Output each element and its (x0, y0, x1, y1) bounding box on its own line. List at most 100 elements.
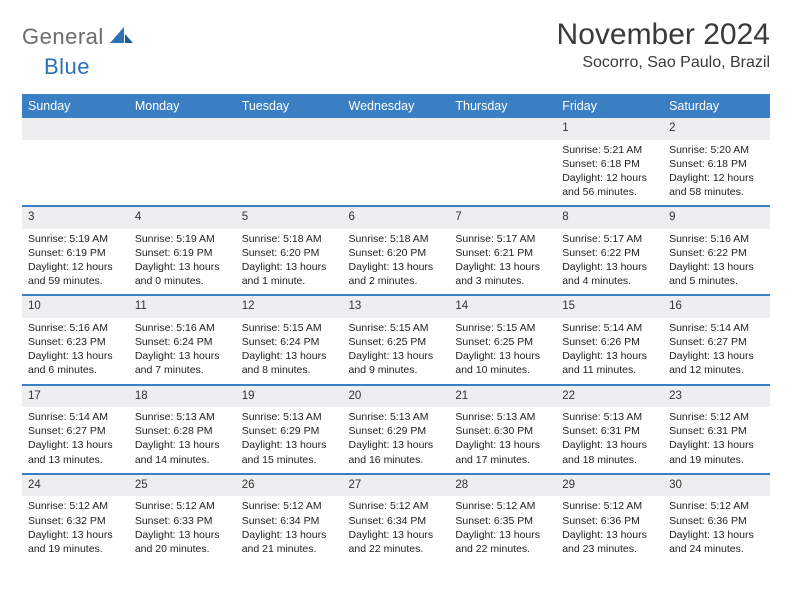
sunrise-line: Sunrise: 5:19 AM (135, 232, 230, 246)
sunset-line: Sunset: 6:19 PM (135, 246, 230, 260)
week-4-daynum-row: 24252627282930 (22, 474, 770, 497)
sunset-line: Sunset: 6:25 PM (455, 335, 550, 349)
day-number: 16 (669, 300, 682, 312)
day-content-cell: Sunrise: 5:12 AMSunset: 6:32 PMDaylight:… (22, 496, 129, 562)
location: Socorro, Sao Paulo, Brazil (557, 54, 770, 72)
daylight-line2: and 3 minutes. (455, 274, 550, 288)
day-num-cell: 1 (556, 118, 663, 140)
daylight-line1: Daylight: 13 hours (562, 528, 657, 542)
day-num-cell: 24 (22, 474, 129, 497)
sunrise-line: Sunrise: 5:12 AM (28, 499, 123, 513)
daylight-line1: Daylight: 13 hours (242, 528, 337, 542)
daylight-line1: Daylight: 13 hours (135, 260, 230, 274)
day-num-cell: 17 (22, 385, 129, 408)
daylight-line2: and 17 minutes. (455, 453, 550, 467)
day-content-cell: Sunrise: 5:13 AMSunset: 6:30 PMDaylight:… (449, 407, 556, 474)
day-content-cell (129, 140, 236, 207)
day-num-cell: 18 (129, 385, 236, 408)
day-num-cell: 23 (663, 385, 770, 408)
sunset-line: Sunset: 6:30 PM (455, 424, 550, 438)
day-num-cell: 14 (449, 295, 556, 318)
day-number: 13 (349, 300, 362, 312)
day-number: 20 (349, 390, 362, 402)
day-content-cell: Sunrise: 5:19 AMSunset: 6:19 PMDaylight:… (22, 229, 129, 296)
day-number: 21 (455, 390, 468, 402)
day-number: 30 (669, 479, 682, 491)
sunset-line: Sunset: 6:27 PM (28, 424, 123, 438)
logo-word2: Blue (22, 54, 90, 80)
daylight-line2: and 23 minutes. (562, 542, 657, 556)
sunrise-line: Sunrise: 5:13 AM (349, 410, 444, 424)
sunrise-line: Sunrise: 5:12 AM (669, 499, 764, 513)
week-3-daynum-row: 17 1819 20 21 22 23 (22, 385, 770, 408)
day-number: 26 (242, 479, 255, 491)
day-content-cell: Sunrise: 5:20 AMSunset: 6:18 PMDaylight:… (663, 140, 770, 207)
day-number: 8 (562, 211, 568, 223)
day-content-cell: Sunrise: 5:12 AMSunset: 6:35 PMDaylight:… (449, 496, 556, 562)
day-content-cell (449, 140, 556, 207)
daylight-line2: and 2 minutes. (349, 274, 444, 288)
daylight-line2: and 6 minutes. (28, 363, 123, 377)
day-number: 12 (242, 300, 255, 312)
logo: General (22, 18, 136, 50)
day-num-cell: 30 (663, 474, 770, 497)
sunset-line: Sunset: 6:18 PM (669, 157, 764, 171)
day-content-cell: Sunrise: 5:15 AMSunset: 6:25 PMDaylight:… (449, 318, 556, 385)
daylight-line1: Daylight: 13 hours (562, 349, 657, 363)
day-number: 7 (455, 211, 461, 223)
sunset-line: Sunset: 6:18 PM (562, 157, 657, 171)
logo-sail-icon (108, 25, 134, 50)
daylight-line1: Daylight: 13 hours (669, 528, 764, 542)
daylight-line1: Daylight: 13 hours (455, 260, 550, 274)
daylight-line1: Daylight: 13 hours (669, 260, 764, 274)
daylight-line2: and 13 minutes. (28, 453, 123, 467)
sunset-line: Sunset: 6:26 PM (562, 335, 657, 349)
day-content-cell: Sunrise: 5:13 AMSunset: 6:31 PMDaylight:… (556, 407, 663, 474)
day-number: 6 (349, 211, 355, 223)
sunset-line: Sunset: 6:36 PM (669, 514, 764, 528)
day-num-cell: 19 (236, 385, 343, 408)
sunset-line: Sunset: 6:31 PM (562, 424, 657, 438)
daylight-line2: and 10 minutes. (455, 363, 550, 377)
day-content-cell: Sunrise: 5:18 AMSunset: 6:20 PMDaylight:… (236, 229, 343, 296)
daylight-line2: and 58 minutes. (669, 185, 764, 199)
day-num-cell (129, 118, 236, 140)
sunset-line: Sunset: 6:29 PM (349, 424, 444, 438)
week-1-content-row: Sunrise: 5:19 AMSunset: 6:19 PMDaylight:… (22, 229, 770, 296)
day-content-cell: Sunrise: 5:12 AMSunset: 6:34 PMDaylight:… (236, 496, 343, 562)
day-num-cell: 25 (129, 474, 236, 497)
day-num-cell: 7 (449, 206, 556, 229)
sunrise-line: Sunrise: 5:15 AM (242, 321, 337, 335)
sunrise-line: Sunrise: 5:15 AM (349, 321, 444, 335)
sunset-line: Sunset: 6:23 PM (28, 335, 123, 349)
week-0-content-row: Sunrise: 5:21 AMSunset: 6:18 PMDaylight:… (22, 140, 770, 207)
day-number: 17 (28, 390, 41, 402)
day-number: 22 (562, 390, 575, 402)
day-num-cell: 16 (663, 295, 770, 318)
day-content-cell (22, 140, 129, 207)
sunrise-line: Sunrise: 5:18 AM (349, 232, 444, 246)
dh-2: Tuesday (236, 94, 343, 118)
day-number: 14 (455, 300, 468, 312)
dh-3: Wednesday (343, 94, 450, 118)
day-num-cell (22, 118, 129, 140)
day-number: 4 (135, 211, 141, 223)
daylight-line2: and 22 minutes. (455, 542, 550, 556)
sunrise-line: Sunrise: 5:17 AM (455, 232, 550, 246)
calendar-body: 12 Sunrise: 5:21 AMSunset: 6:18 PMDayligh… (22, 118, 770, 562)
week-4-content-row: Sunrise: 5:12 AMSunset: 6:32 PMDaylight:… (22, 496, 770, 562)
daylight-line1: Daylight: 12 hours (28, 260, 123, 274)
sunset-line: Sunset: 6:24 PM (242, 335, 337, 349)
daylight-line2: and 20 minutes. (135, 542, 230, 556)
sunrise-line: Sunrise: 5:13 AM (135, 410, 230, 424)
sunset-line: Sunset: 6:34 PM (242, 514, 337, 528)
day-content-cell: Sunrise: 5:19 AMSunset: 6:19 PMDaylight:… (129, 229, 236, 296)
daylight-line1: Daylight: 13 hours (669, 438, 764, 452)
sunset-line: Sunset: 6:22 PM (562, 246, 657, 260)
day-number: 25 (135, 479, 148, 491)
sunrise-line: Sunrise: 5:17 AM (562, 232, 657, 246)
day-content-cell: Sunrise: 5:16 AMSunset: 6:22 PMDaylight:… (663, 229, 770, 296)
day-num-cell: 29 (556, 474, 663, 497)
daylight-line1: Daylight: 13 hours (28, 438, 123, 452)
daylight-line1: Daylight: 13 hours (349, 349, 444, 363)
